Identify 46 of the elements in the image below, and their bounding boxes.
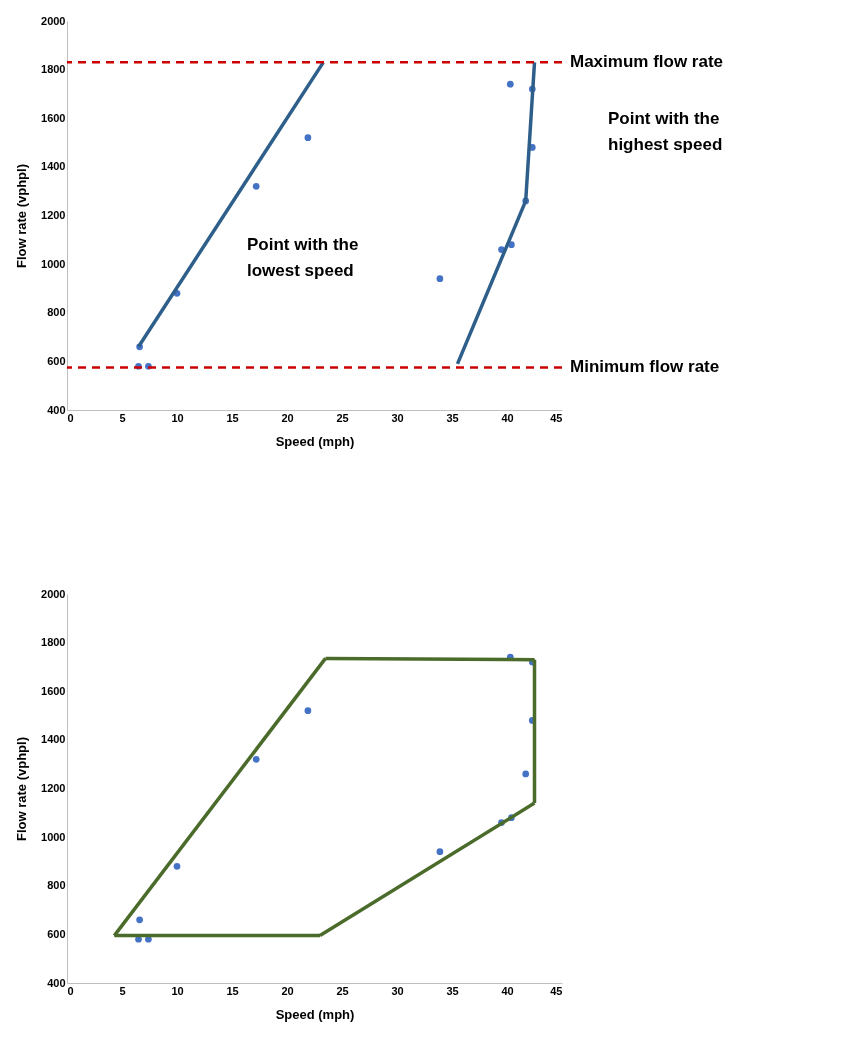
x-tick-label: 35 bbox=[446, 984, 459, 997]
x-tick-label: 5 bbox=[119, 984, 126, 997]
y-tick-label: 1800 bbox=[41, 636, 66, 649]
text: Point with the highest speed bbox=[608, 109, 723, 154]
annotation: Point with the lowest speed bbox=[247, 235, 359, 280]
y-tick-label: 1400 bbox=[41, 733, 66, 746]
x-tick-label: 0 bbox=[67, 411, 74, 424]
y-tick-label: 1400 bbox=[41, 160, 66, 173]
x-axis-title: Speed (mph) bbox=[275, 1006, 355, 1022]
x-tick-label: 5 bbox=[119, 411, 126, 424]
x-tick-label: 30 bbox=[391, 411, 404, 424]
y-tick-label: 600 bbox=[47, 927, 66, 940]
y-tick-label: 1600 bbox=[41, 111, 66, 124]
y-tick-label: 800 bbox=[47, 879, 66, 892]
y-tick-label: 1200 bbox=[41, 782, 66, 794]
x-tick-label: 20 bbox=[281, 411, 294, 424]
x-tick-label: 20 bbox=[281, 984, 294, 997]
x-tick-label: 10 bbox=[171, 984, 184, 997]
x-tick-label: 15 bbox=[226, 411, 239, 424]
y-tick-label: 2000 bbox=[41, 587, 66, 600]
y-tick-label: 1000 bbox=[41, 830, 66, 843]
y-tick-label: 400 bbox=[47, 976, 66, 989]
x-tick-label: 30 bbox=[391, 984, 404, 997]
y-tick-label: 1600 bbox=[41, 684, 66, 697]
y-tick-label: 1200 bbox=[41, 209, 66, 221]
y-tick-label: 600 bbox=[47, 354, 66, 367]
y-axis-title: Flow rate (vphpl) bbox=[14, 164, 30, 268]
x-axis-title: Speed (mph) bbox=[275, 433, 355, 449]
y-tick-label: 1800 bbox=[41, 63, 66, 76]
y-tick-label: 2000 bbox=[41, 14, 66, 27]
x-tick-label: 40 bbox=[501, 984, 514, 997]
y-tick-label: 400 bbox=[47, 403, 66, 416]
x-tick-label: 35 bbox=[446, 411, 459, 424]
x-tick-label: 10 bbox=[171, 411, 184, 424]
ref-line-label: Minimum flow rate bbox=[570, 357, 720, 377]
y-tick-label: 1000 bbox=[41, 257, 66, 270]
x-tick-label: 25 bbox=[336, 411, 349, 424]
x-tick-label: 40 bbox=[501, 411, 514, 424]
ref-line-label: Maximum flow rate bbox=[570, 52, 724, 72]
x-tick-label: 45 bbox=[550, 411, 563, 424]
y-tick-label: 800 bbox=[47, 306, 66, 319]
x-tick-label: 45 bbox=[550, 984, 563, 997]
x-tick-label: 15 bbox=[226, 984, 239, 997]
y-axis-title: Flow rate (vphpl) bbox=[14, 737, 30, 841]
x-tick-label: 0 bbox=[67, 984, 74, 997]
x-tick-label: 25 bbox=[336, 984, 349, 997]
